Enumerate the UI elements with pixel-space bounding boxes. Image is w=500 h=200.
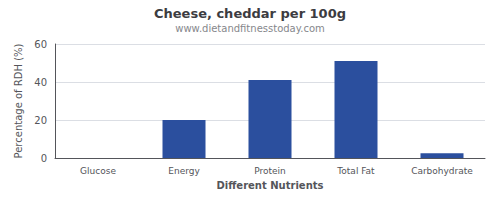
svg-text:Energy: Energy — [168, 166, 200, 176]
svg-text:Glucose: Glucose — [80, 166, 116, 176]
svg-text:Cheese, cheddar per 100g: Cheese, cheddar per 100g — [154, 6, 346, 21]
svg-text:Total Fat: Total Fat — [336, 166, 375, 176]
svg-text:60: 60 — [34, 39, 47, 50]
svg-text:Percentage of RDH (%): Percentage of RDH (%) — [13, 43, 24, 158]
svg-text:Different Nutrients: Different Nutrients — [217, 180, 324, 191]
svg-text:40: 40 — [34, 77, 47, 88]
svg-text:Protein: Protein — [254, 166, 286, 176]
svg-text:0: 0 — [41, 153, 47, 164]
svg-text:Carbohydrate: Carbohydrate — [411, 166, 473, 176]
svg-text:www.dietandfitnesstoday.com: www.dietandfitnesstoday.com — [175, 23, 324, 34]
svg-text:20: 20 — [34, 115, 47, 126]
